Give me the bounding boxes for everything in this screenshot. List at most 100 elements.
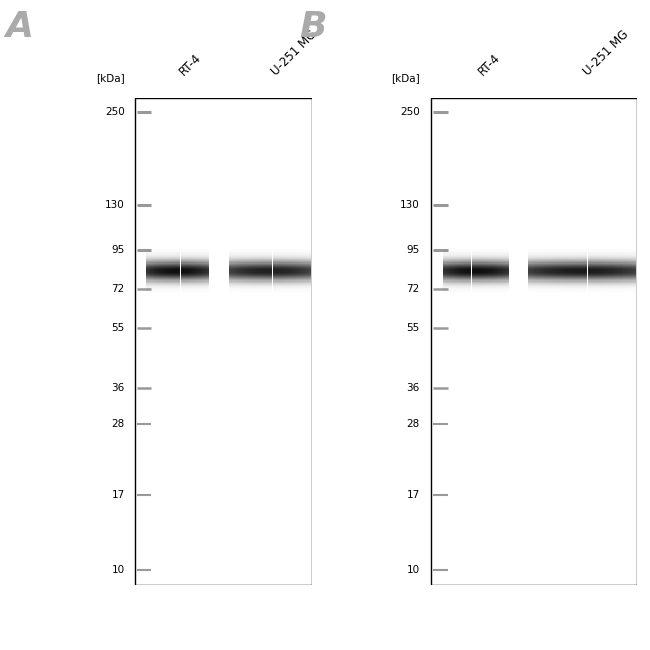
Bar <box>274 255 275 257</box>
Bar <box>545 255 546 257</box>
Bar <box>236 276 237 277</box>
Bar <box>195 267 196 268</box>
Bar <box>202 267 203 268</box>
Bar <box>562 250 564 251</box>
Bar <box>462 281 463 283</box>
Bar <box>611 291 612 292</box>
Bar <box>448 286 449 287</box>
Bar <box>611 267 612 268</box>
Bar <box>449 270 450 272</box>
Bar <box>582 259 584 260</box>
Bar <box>584 250 586 251</box>
Bar <box>236 275 237 276</box>
Bar <box>550 257 552 258</box>
Bar <box>497 263 499 265</box>
Bar <box>286 266 287 267</box>
Bar <box>293 287 294 288</box>
Bar <box>468 281 469 283</box>
Bar <box>474 258 475 259</box>
Bar <box>611 281 612 283</box>
Bar <box>300 281 301 283</box>
Bar <box>245 252 246 254</box>
Bar <box>479 288 480 289</box>
Bar <box>552 285 553 286</box>
Bar <box>207 283 208 284</box>
Bar <box>245 281 246 283</box>
Bar <box>482 275 483 276</box>
Bar <box>300 259 301 260</box>
Bar <box>301 286 302 287</box>
Bar <box>301 269 302 270</box>
Bar <box>236 249 237 250</box>
Bar <box>584 284 586 285</box>
Bar <box>538 250 539 251</box>
Bar <box>575 283 577 284</box>
Bar <box>259 263 260 265</box>
Bar <box>484 251 485 252</box>
Bar <box>538 281 539 283</box>
Bar <box>504 266 505 267</box>
Bar <box>545 251 546 252</box>
Bar <box>230 291 231 292</box>
Bar <box>557 283 559 284</box>
Bar <box>484 268 485 269</box>
Bar <box>147 267 148 268</box>
Bar <box>560 257 562 258</box>
Bar <box>296 257 297 258</box>
Bar <box>621 283 623 284</box>
Bar <box>548 285 550 286</box>
Bar <box>309 254 311 255</box>
Bar <box>496 254 497 255</box>
Bar <box>447 251 448 252</box>
Bar <box>597 275 598 276</box>
Bar <box>550 254 552 255</box>
Bar <box>575 285 577 286</box>
Bar <box>597 281 598 283</box>
Bar <box>604 258 605 259</box>
Bar <box>289 252 291 254</box>
Bar <box>307 259 308 260</box>
Bar <box>297 277 298 278</box>
Bar <box>202 265 203 266</box>
Bar <box>494 287 495 288</box>
Bar <box>233 270 234 272</box>
Bar <box>167 277 168 278</box>
Bar <box>193 285 194 286</box>
Bar <box>557 270 559 272</box>
Bar <box>595 289 597 291</box>
Bar <box>632 258 634 259</box>
Bar <box>198 287 200 288</box>
Bar <box>229 249 230 250</box>
Bar <box>616 280 618 281</box>
Bar <box>172 255 173 257</box>
Bar <box>446 257 447 258</box>
Bar <box>154 267 155 268</box>
Bar <box>623 255 625 257</box>
Bar <box>192 249 193 250</box>
Bar <box>252 283 254 284</box>
Bar <box>255 278 256 280</box>
Bar <box>289 255 291 257</box>
Bar <box>559 276 560 277</box>
Bar <box>205 291 206 292</box>
Bar <box>233 284 234 285</box>
Bar <box>170 266 171 267</box>
Bar <box>552 250 553 251</box>
Bar <box>268 266 270 267</box>
Bar <box>452 275 454 276</box>
Bar <box>593 269 595 270</box>
Bar <box>577 275 578 276</box>
Bar <box>476 278 477 280</box>
Bar <box>184 288 185 289</box>
Bar <box>595 269 597 270</box>
Bar <box>296 267 297 268</box>
Bar <box>306 267 307 268</box>
Bar <box>190 257 191 258</box>
Bar <box>566 277 567 278</box>
Bar <box>248 263 249 265</box>
Bar <box>166 285 167 286</box>
Bar <box>625 277 627 278</box>
Bar <box>502 267 504 268</box>
Bar <box>634 267 636 268</box>
Bar <box>625 281 627 283</box>
